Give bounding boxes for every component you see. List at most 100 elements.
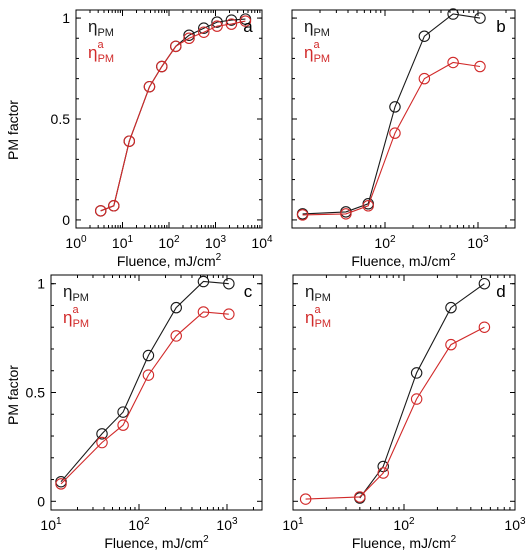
x-tick-label: 100	[65, 234, 87, 251]
plot-frame	[291, 9, 516, 229]
x-tick-label: 101	[40, 516, 62, 533]
y-axis-label-top: PM factor	[5, 100, 21, 160]
data-point	[410, 367, 423, 379]
data-point	[445, 301, 457, 314]
data-point	[156, 60, 168, 73]
data-point	[447, 8, 459, 20]
data-point	[142, 349, 155, 362]
series-line	[305, 326, 485, 500]
data-point	[389, 101, 401, 113]
data-point	[362, 200, 374, 212]
data-point	[223, 277, 235, 290]
series-line	[100, 18, 246, 212]
data-point	[96, 428, 108, 440]
series-line	[302, 61, 481, 216]
y-tick-label: 1	[37, 276, 45, 292]
x-axis-label: Fluence, mJ/cm2	[352, 534, 457, 550]
data-point	[225, 18, 238, 30]
legend-eta-pm: ηPM	[305, 282, 331, 304]
y-tick-label: 1	[62, 10, 70, 26]
x-tick-label: 102	[393, 516, 415, 533]
data-point	[418, 30, 431, 42]
data-point	[377, 467, 389, 479]
y-tick-label: 0.5	[51, 111, 71, 127]
x-tick-label: 101	[282, 516, 304, 533]
data-point	[211, 16, 223, 28]
panel-letter: a	[243, 17, 253, 36]
x-axis-label: Fluence, mJ/cm2	[104, 534, 209, 550]
data-point	[197, 275, 210, 288]
data-point	[410, 393, 423, 405]
data-point	[96, 436, 108, 449]
data-point	[478, 321, 491, 333]
legend-eta-pm-a: ηa PM	[88, 39, 114, 65]
data-point	[183, 29, 195, 41]
panel-letter: b	[496, 17, 505, 36]
x-tick-label: 104	[251, 234, 273, 251]
panel-a: 0 0.5 1 100 101 102 103 104 Fluence, mJ/cm2 ηPMηa…	[51, 9, 273, 269]
x-tick-label: 102	[374, 234, 396, 251]
legend-eta-pm-a: ηa PM	[305, 304, 331, 330]
series-line	[359, 283, 485, 499]
x-tick-label: 103	[216, 516, 238, 533]
data-point	[474, 12, 486, 24]
data-point	[389, 127, 401, 139]
data-point	[55, 478, 67, 490]
data-point	[123, 135, 136, 147]
legend-eta-pm: ηPM	[88, 17, 114, 39]
series-eta-pm-a	[55, 306, 235, 490]
data-point	[223, 308, 235, 320]
series-line	[60, 311, 229, 485]
data-point	[197, 306, 210, 318]
series-line	[60, 280, 229, 483]
data-point	[299, 493, 312, 505]
data-point	[354, 491, 366, 503]
data-point	[418, 72, 431, 85]
x-tick-label: 102	[158, 234, 180, 251]
x-tick-label: 101	[112, 234, 134, 251]
series-eta-pm-a	[299, 321, 491, 505]
data-point	[340, 208, 352, 220]
legend-eta-pm-a: ηa PM	[304, 39, 330, 65]
legend-eta-pm-a: ηa PM	[63, 304, 89, 330]
data-point	[170, 301, 182, 314]
x-tick-label: 103	[467, 234, 489, 251]
series-eta-pm	[296, 8, 486, 220]
data-point	[94, 205, 107, 217]
series-line	[100, 20, 246, 212]
legend-eta-pm: ηPM	[63, 282, 89, 304]
data-point	[478, 277, 491, 290]
data-point	[225, 14, 238, 26]
x-axis-label: Fluence, mJ/cm2	[351, 252, 456, 269]
x-axis-label: Fluence, mJ/cm2	[117, 252, 222, 269]
data-point	[198, 22, 210, 34]
series-line	[302, 13, 481, 215]
x-tick-label: 103	[504, 516, 526, 533]
panel-letter: d	[496, 282, 505, 301]
data-point	[170, 330, 182, 342]
data-point	[198, 26, 210, 38]
panel-letter: c	[244, 282, 253, 301]
data-point	[445, 338, 457, 351]
data-point	[142, 369, 155, 381]
y-tick-label: 0.5	[26, 385, 46, 401]
data-point	[211, 20, 223, 32]
plot-frame	[292, 274, 516, 511]
data-point	[474, 60, 486, 73]
data-point	[296, 209, 309, 221]
plot-frame	[50, 274, 263, 511]
data-point	[117, 406, 129, 418]
legend-eta-pm: ηPM	[304, 17, 330, 39]
data-point	[239, 15, 252, 27]
x-tick-label: 103	[205, 234, 227, 251]
y-tick-label: 0	[37, 493, 45, 509]
series-eta-pm-a	[94, 15, 252, 217]
